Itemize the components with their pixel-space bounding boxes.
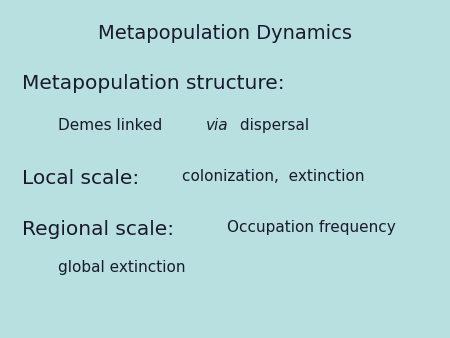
Text: global extinction: global extinction: [58, 260, 186, 275]
Text: colonization,  extinction: colonization, extinction: [182, 169, 364, 184]
Text: Regional scale:: Regional scale:: [22, 220, 181, 239]
Text: Metapopulation structure:: Metapopulation structure:: [22, 74, 285, 93]
Text: dispersal: dispersal: [235, 118, 309, 133]
Text: Local scale:: Local scale:: [22, 169, 146, 188]
Text: Demes linked: Demes linked: [58, 118, 172, 133]
Text: Occupation frequency: Occupation frequency: [227, 220, 396, 235]
Text: Metapopulation Dynamics: Metapopulation Dynamics: [98, 24, 352, 43]
Text: via: via: [206, 118, 228, 133]
